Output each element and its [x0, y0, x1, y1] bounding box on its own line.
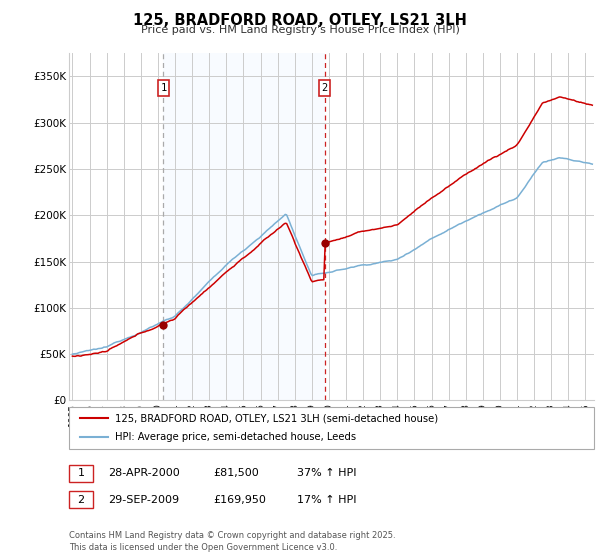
- Text: 2: 2: [322, 83, 328, 93]
- Text: 28-APR-2000: 28-APR-2000: [108, 468, 180, 478]
- Text: HPI: Average price, semi-detached house, Leeds: HPI: Average price, semi-detached house,…: [115, 432, 356, 442]
- Text: 29-SEP-2009: 29-SEP-2009: [108, 494, 179, 505]
- Text: 1: 1: [77, 468, 85, 478]
- Text: 2: 2: [77, 494, 85, 505]
- Bar: [163, 53, 325, 400]
- Text: £169,950: £169,950: [213, 494, 266, 505]
- Text: Contains HM Land Registry data © Crown copyright and database right 2025.
This d: Contains HM Land Registry data © Crown c…: [69, 531, 395, 552]
- Text: 125, BRADFORD ROAD, OTLEY, LS21 3LH: 125, BRADFORD ROAD, OTLEY, LS21 3LH: [133, 13, 467, 29]
- Text: 17% ↑ HPI: 17% ↑ HPI: [297, 494, 356, 505]
- Text: 37% ↑ HPI: 37% ↑ HPI: [297, 468, 356, 478]
- Text: 125, BRADFORD ROAD, OTLEY, LS21 3LH (semi-detached house): 125, BRADFORD ROAD, OTLEY, LS21 3LH (sem…: [115, 413, 439, 423]
- Text: Price paid vs. HM Land Registry's House Price Index (HPI): Price paid vs. HM Land Registry's House …: [140, 25, 460, 35]
- Text: 1: 1: [160, 83, 167, 93]
- Text: £81,500: £81,500: [213, 468, 259, 478]
